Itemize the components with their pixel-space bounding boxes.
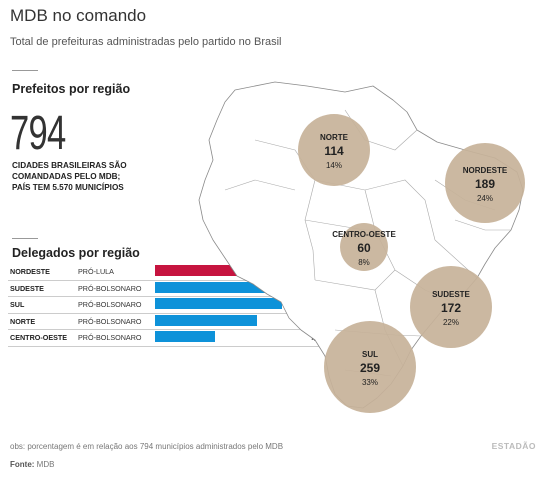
footnote: obs: porcentagem é em relação aos 794 mu… bbox=[10, 442, 284, 451]
region-bubbles: NORTE 114 14% NORDESTE 189 24% CENTRO-OESTE 60 8… bbox=[298, 114, 525, 413]
position-label: PRÓ-BOLSONARO bbox=[78, 283, 142, 293]
position-label: PRÓ-LULA bbox=[78, 267, 114, 276]
region-value: 259 bbox=[360, 361, 380, 375]
source-value: MDB bbox=[36, 460, 55, 469]
region-percent: 8% bbox=[358, 258, 370, 267]
delegates-bar bbox=[155, 314, 257, 326]
divider bbox=[12, 238, 38, 239]
region-name: CENTRO-OESTE bbox=[332, 230, 396, 239]
delegates-bar bbox=[155, 265, 300, 276]
source-line: Fonte: MDB bbox=[10, 460, 54, 469]
region-value: 189 bbox=[475, 177, 495, 191]
region-label: NORTE bbox=[10, 316, 36, 326]
region-bubble bbox=[410, 266, 492, 348]
region-name: NORTE bbox=[320, 133, 349, 142]
region-value: 114 bbox=[324, 144, 344, 158]
delegates-heading: Delegados por região bbox=[12, 246, 140, 260]
position-label: PRÓ-BOLSONARO bbox=[78, 300, 142, 309]
region-label: NORDESTE bbox=[10, 267, 50, 276]
region-label: SUDESTE bbox=[10, 283, 44, 293]
region-percent: 24% bbox=[477, 194, 493, 203]
position-label: PRÓ-BOLSONARO bbox=[78, 333, 142, 342]
page-subtitle: Total de prefeituras administradas pelo … bbox=[10, 36, 282, 48]
region-bubble bbox=[445, 143, 525, 223]
total-cities-caption: CIDADES BRASILEIRAS SÃO COMANDADAS PELO … bbox=[12, 161, 127, 192]
estadao-logo: ESTADÃO bbox=[491, 441, 536, 451]
region-name: SUL bbox=[362, 350, 378, 359]
region-bubble bbox=[340, 223, 388, 271]
region-name: NORDESTE bbox=[463, 166, 508, 175]
region-label: CENTRO-OESTE bbox=[10, 333, 68, 342]
region-percent: 33% bbox=[362, 378, 378, 387]
region-label: SUL bbox=[10, 300, 25, 309]
delegates-table: NORDESTEPRÓ-LULA107SUDESTEPRÓ-BOLSONARO1… bbox=[8, 264, 323, 347]
region-bubble bbox=[298, 114, 370, 186]
delegates-bar bbox=[155, 331, 215, 342]
source-label: Fonte: bbox=[10, 460, 35, 469]
region-value: 60 bbox=[357, 241, 371, 255]
delegates-bar bbox=[155, 298, 283, 309]
brazil-map: NORTE 114 14% NORDESTE 189 24% CENTRO-OESTE 60 8… bbox=[198, 81, 525, 413]
region-bubble bbox=[324, 321, 416, 413]
region-percent: 14% bbox=[326, 161, 342, 170]
position-label: PRÓ-BOLSONARO bbox=[78, 316, 142, 326]
region-name: SUDESTE bbox=[432, 290, 470, 299]
divider bbox=[12, 70, 38, 71]
region-value: 172 bbox=[441, 301, 461, 315]
delegates-bar bbox=[155, 281, 300, 293]
total-cities-number: 794 bbox=[10, 107, 66, 160]
region-percent: 22% bbox=[443, 318, 459, 327]
mayors-heading: Prefeitos por região bbox=[12, 82, 131, 96]
page-title: MDB no comando bbox=[10, 6, 147, 25]
